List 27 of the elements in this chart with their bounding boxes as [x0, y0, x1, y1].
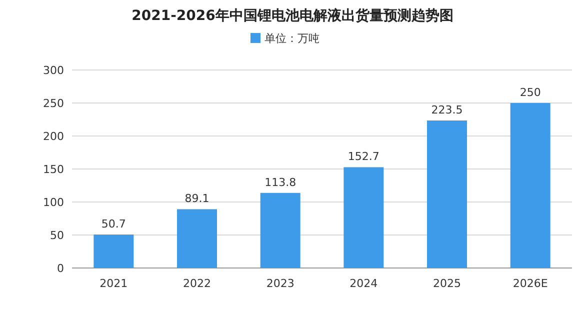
data-label: 113.8 — [264, 176, 296, 189]
bar — [427, 120, 467, 268]
y-tick-label: 250 — [43, 97, 64, 110]
data-label: 152.7 — [348, 150, 380, 164]
y-tick-label: 200 — [43, 130, 64, 143]
y-tick-label: 300 — [43, 64, 64, 77]
y-tick-label: 50 — [50, 229, 64, 242]
x-tick-label: 2021 — [100, 277, 128, 290]
bar — [94, 234, 134, 268]
legend-label: 单位：万吨 — [264, 32, 320, 45]
x-tick-label: 2025 — [433, 277, 461, 290]
x-tick-label: 2026E — [512, 277, 548, 290]
bar — [344, 167, 384, 268]
bar — [177, 209, 217, 268]
bar — [510, 103, 550, 268]
x-tick-label: 2022 — [183, 277, 211, 290]
data-label: 250 — [520, 86, 541, 99]
y-tick-label: 0 — [57, 262, 64, 275]
chart-title: 2021-2026年中国锂电池电解液出货量预测趋势图 — [132, 7, 454, 24]
y-tick-label: 100 — [43, 196, 64, 209]
x-tick-label: 2023 — [266, 277, 294, 290]
data-label: 223.5 — [431, 103, 463, 116]
x-tick-label: 2024 — [350, 277, 378, 290]
data-label: 50.7 — [101, 218, 126, 231]
y-tick-label: 150 — [43, 163, 64, 176]
data-label: 89.1 — [184, 192, 210, 206]
bar — [260, 192, 300, 268]
